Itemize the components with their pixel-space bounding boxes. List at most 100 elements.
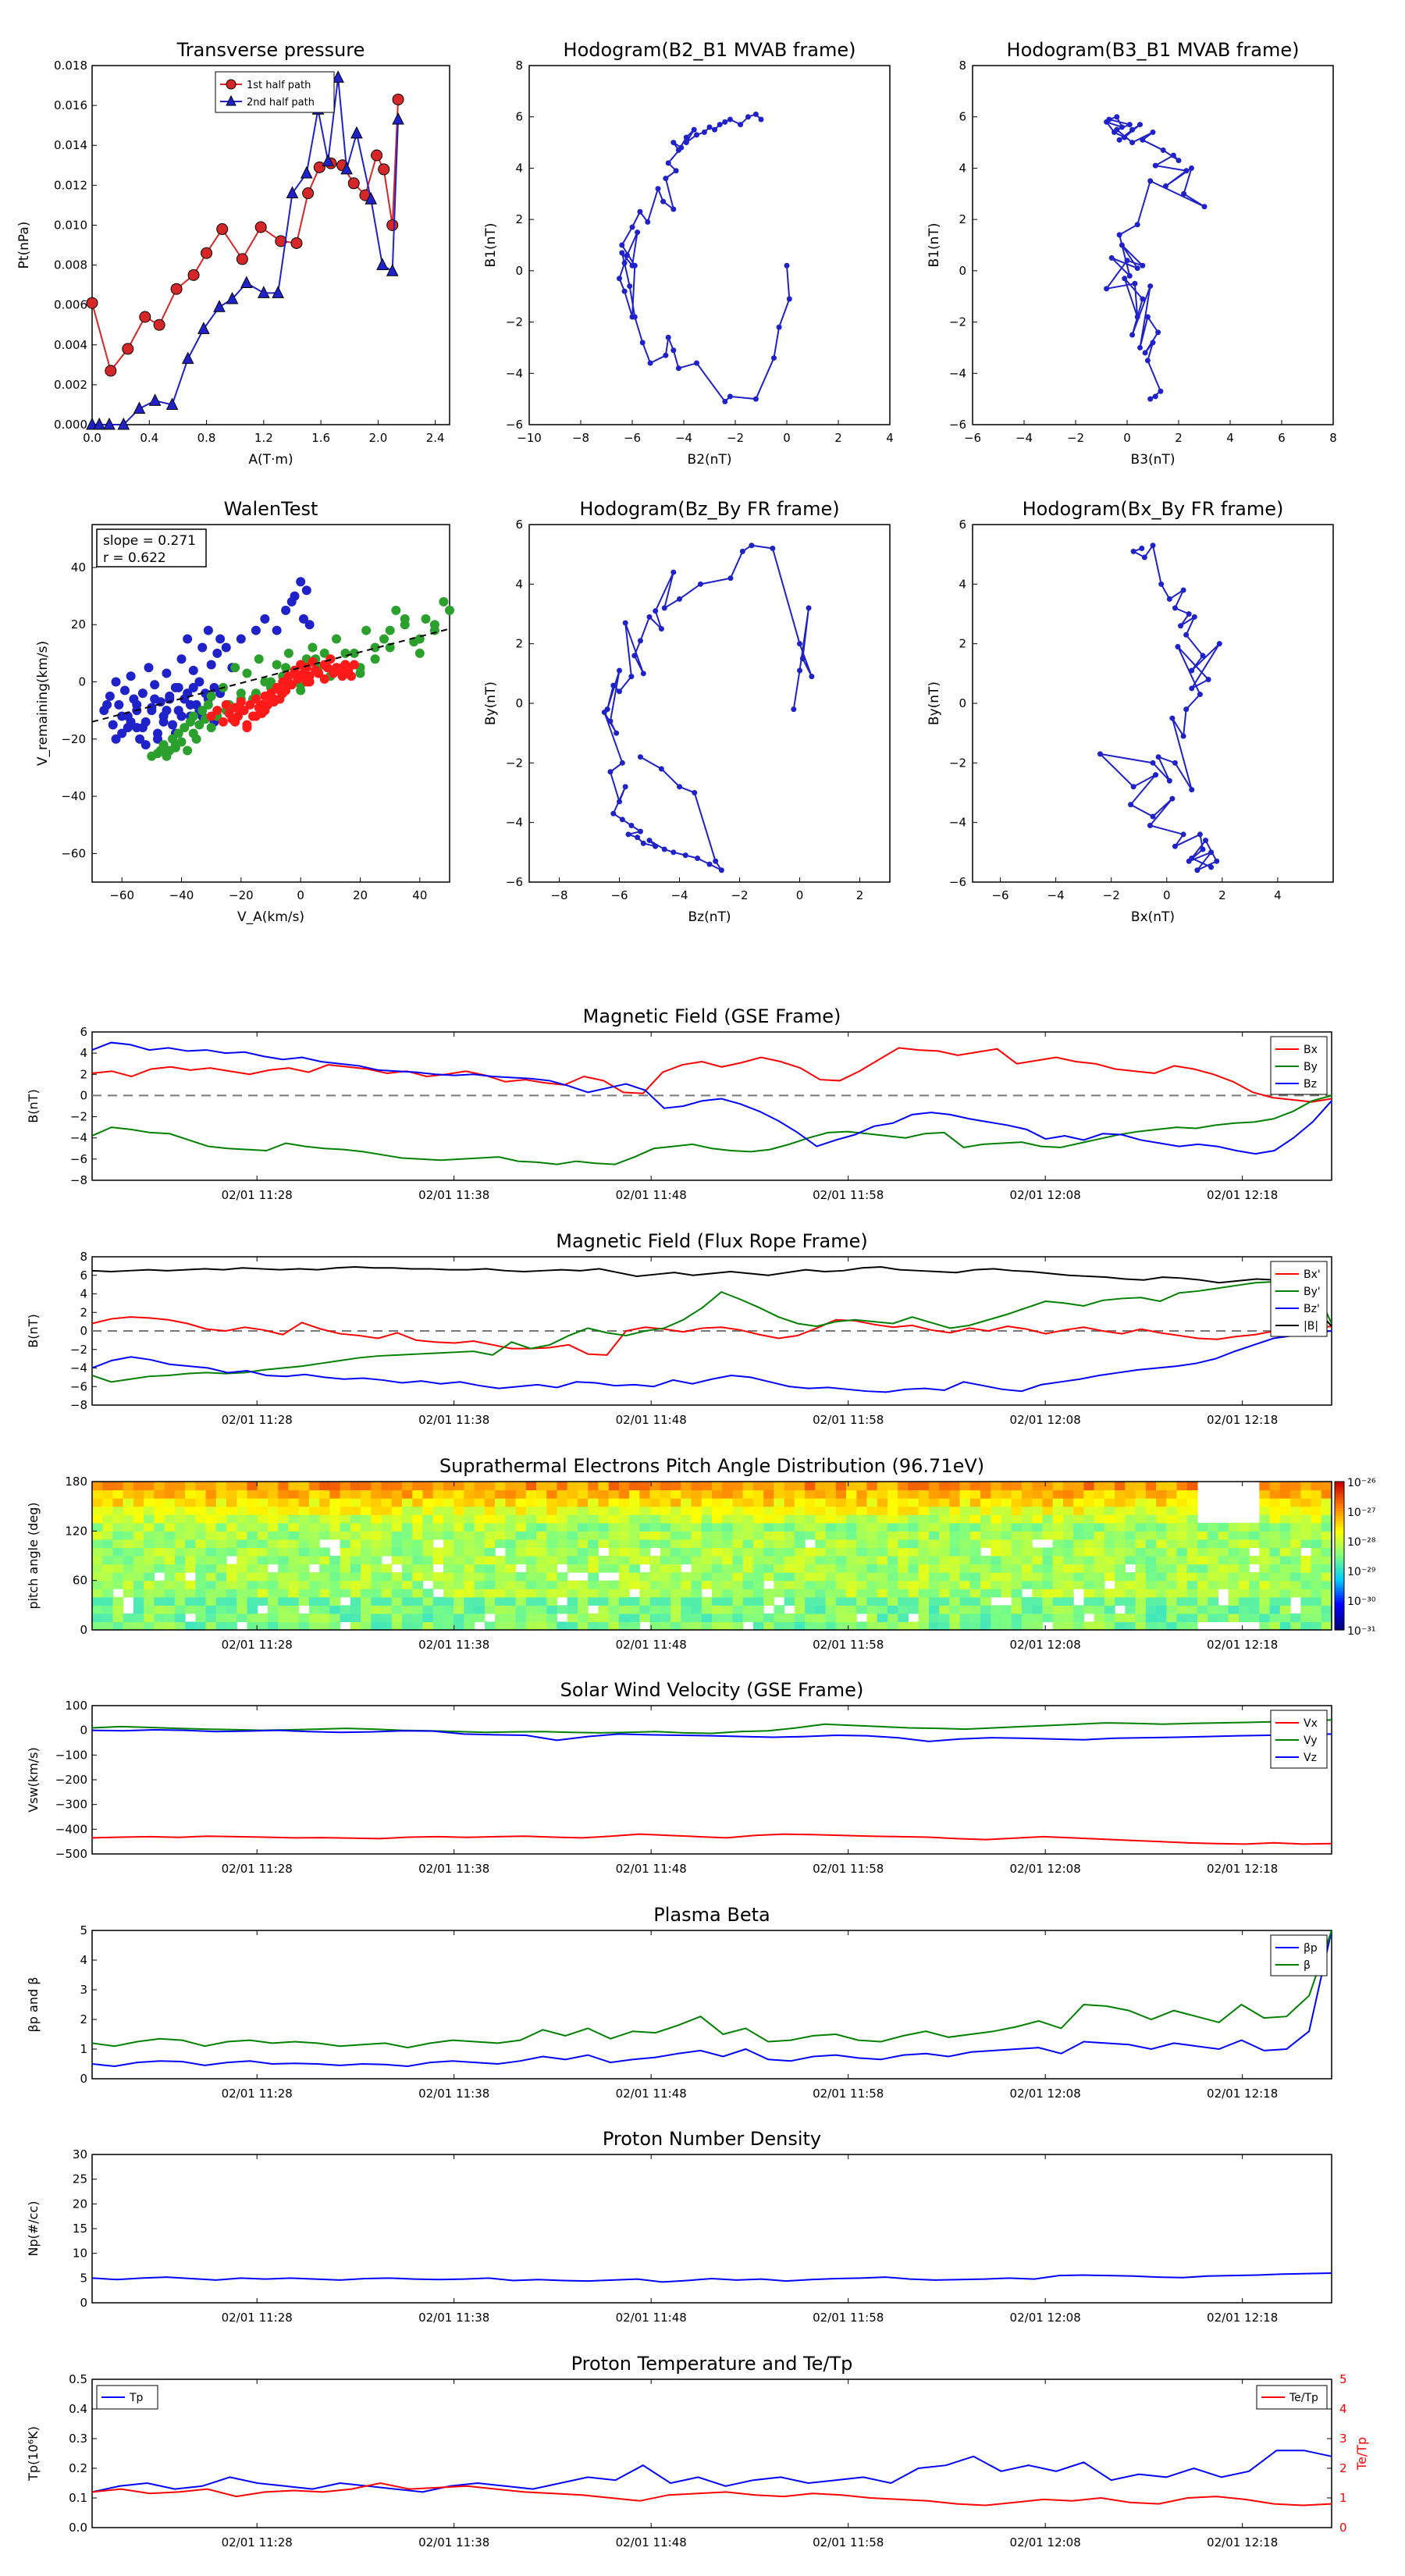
heatmap-cell [887, 1605, 898, 1614]
heatmap-cell [268, 1523, 279, 1532]
heatmap-cell [836, 1531, 847, 1539]
x-tick-label: 0 [1123, 431, 1131, 445]
heatmap-cell [1053, 1597, 1064, 1606]
heatmap-cell [443, 1482, 454, 1490]
y-tick-label: 100 [65, 1699, 87, 1713]
walen-point [296, 577, 305, 586]
heatmap-cell [929, 1498, 940, 1507]
heatmap-cell [970, 1621, 981, 1630]
heatmap-cell [1321, 1556, 1332, 1564]
heatmap-cell [898, 1597, 909, 1606]
heatmap-cell [639, 1507, 650, 1515]
heatmap-cell [991, 1556, 1001, 1564]
heatmap-cell [464, 1597, 475, 1606]
hodogram-point [1189, 856, 1194, 861]
heatmap-cell [919, 1589, 930, 1597]
heatmap-cell [629, 1507, 640, 1515]
heatmap-cell [516, 1614, 527, 1622]
heatmap-cell [154, 1589, 165, 1597]
heatmap-cell [763, 1614, 774, 1622]
heatmap-cell [216, 1556, 227, 1564]
heatmap-cell [299, 1507, 310, 1515]
y-tick-label: 0 [80, 1324, 87, 1338]
heatmap-cell [722, 1523, 733, 1532]
heatmap-cell [1290, 1547, 1301, 1556]
heatmap-cell [144, 1514, 155, 1523]
heatmap-cell [702, 1605, 713, 1614]
y-tick-label: 0.014 [54, 138, 87, 152]
heatmap-cell [836, 1597, 847, 1606]
heatmap-cell [361, 1482, 372, 1490]
heatmap-cell [856, 1564, 867, 1573]
heatmap-cell [382, 1498, 393, 1507]
heatmap-cell [195, 1514, 206, 1523]
y-axis-label: V_remaining(km/s) [35, 641, 51, 766]
heatmap-cell [247, 1547, 258, 1556]
heatmap-cell [464, 1556, 475, 1564]
heatmap-cell [165, 1507, 176, 1515]
hodogram-point [702, 130, 707, 135]
heatmap-cell [268, 1556, 279, 1564]
heatmap-cell [732, 1589, 743, 1597]
heatmap-cell [712, 1531, 723, 1539]
heatmap-cell [1229, 1539, 1240, 1548]
series-line-Bz' [92, 1331, 1332, 1392]
heatmap-cell [1270, 1581, 1281, 1589]
hodogram-point [1151, 760, 1156, 766]
heatmap-cell [1321, 1490, 1332, 1499]
heatmap-cell [1259, 1507, 1270, 1515]
data-point [171, 283, 182, 294]
heatmap-cell [784, 1597, 795, 1606]
heatmap-cell [1290, 1507, 1301, 1515]
hodogram-point [707, 124, 713, 130]
heatmap-cell [422, 1507, 433, 1515]
heatmap-cell [681, 1482, 692, 1490]
heatmap-cell [1063, 1581, 1074, 1589]
plot-frame-11 [92, 2154, 1332, 2303]
heatmap-cell [268, 1572, 279, 1581]
heatmap-cell [361, 1556, 372, 1564]
heatmap-cell [1270, 1523, 1281, 1532]
heatmap-cell [1280, 1597, 1291, 1606]
heatmap-cell [1012, 1507, 1023, 1515]
pitch-angle-heatmap: Suprathermal Electrons Pitch Angle Distr… [26, 1455, 1376, 1652]
heatmap-cell [795, 1572, 806, 1581]
heatmap-cell [299, 1614, 310, 1622]
heatmap-cell [1115, 1539, 1126, 1548]
heatmap-cell [1311, 1605, 1322, 1614]
heatmap-cell [371, 1621, 382, 1630]
heatmap-cell [1063, 1514, 1074, 1523]
heatmap-cell [536, 1514, 547, 1523]
heatmap-cell [919, 1507, 930, 1515]
timeseries-chart-7: Magnetic Field (Flux Rope Frame)02/01 11… [26, 1230, 1332, 1427]
x-tick-label: 02/01 11:58 [813, 2087, 884, 2101]
heatmap-cell [185, 1621, 196, 1630]
legend-label: 2nd half path [247, 97, 315, 109]
heatmap-cell [237, 1614, 247, 1622]
heatmap-cell [919, 1523, 930, 1532]
heatmap-cell [495, 1597, 506, 1606]
y-tick-label: 0.3 [69, 2432, 87, 2446]
heatmap-cell [412, 1531, 423, 1539]
heatmap-cell [578, 1482, 589, 1490]
heatmap-cell [1311, 1572, 1322, 1581]
heatmap-cell [939, 1482, 950, 1490]
heatmap-cell [650, 1523, 661, 1532]
heatmap-cell [1094, 1621, 1105, 1630]
heatmap-cell [877, 1597, 888, 1606]
heatmap-cell [763, 1514, 774, 1523]
heatmap-cell [175, 1605, 186, 1614]
hodogram-point [713, 859, 718, 864]
heatmap-cell [557, 1507, 568, 1515]
heatmap-cell [546, 1498, 557, 1507]
heatmap-cell [784, 1539, 795, 1548]
heatmap-cell [340, 1564, 351, 1573]
heatmap-cell [206, 1556, 217, 1564]
heatmap-cell [1280, 1614, 1291, 1622]
heatmap-cell [475, 1531, 486, 1539]
heatmap-cell [1094, 1498, 1105, 1507]
heatmap-cell [1311, 1581, 1322, 1589]
heatmap-cell [949, 1507, 960, 1515]
hodogram-path [604, 546, 812, 870]
heatmap-cell [258, 1514, 269, 1523]
